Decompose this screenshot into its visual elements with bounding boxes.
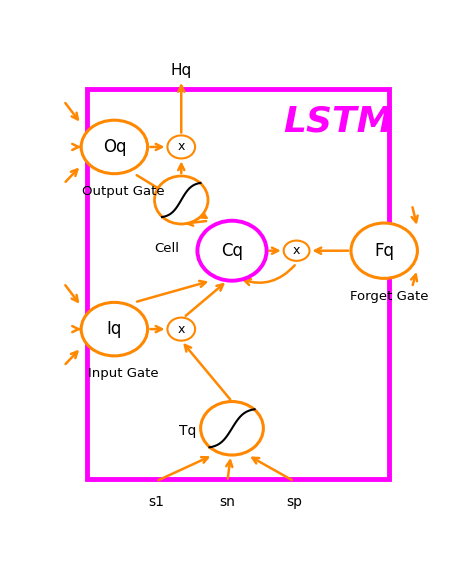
Text: Forget Gate: Forget Gate [349, 290, 427, 303]
Text: x: x [292, 244, 300, 257]
Ellipse shape [197, 221, 266, 281]
Text: sn: sn [219, 495, 235, 509]
Ellipse shape [154, 176, 207, 224]
Bar [87, 89, 388, 479]
Text: s1: s1 [148, 495, 163, 509]
Text: sp: sp [286, 495, 301, 509]
Ellipse shape [283, 241, 309, 261]
Text: Cell: Cell [154, 242, 179, 255]
Text: Iq: Iq [106, 320, 122, 338]
Text: Output Gate: Output Gate [82, 185, 164, 198]
Text: Tq: Tq [178, 423, 195, 438]
Ellipse shape [200, 401, 263, 455]
Text: x: x [177, 323, 185, 336]
Text: Cq: Cq [220, 242, 243, 260]
Ellipse shape [167, 135, 194, 158]
Text: Hq: Hq [170, 63, 192, 78]
Text: Oq: Oq [102, 138, 126, 156]
Ellipse shape [81, 302, 147, 356]
Text: Fq: Fq [373, 242, 394, 260]
Ellipse shape [81, 120, 147, 174]
Ellipse shape [167, 318, 194, 341]
Text: Input Gate: Input Gate [88, 367, 159, 380]
Ellipse shape [350, 223, 417, 278]
Text: x: x [177, 140, 185, 153]
Text: LSTM: LSTM [282, 105, 392, 139]
